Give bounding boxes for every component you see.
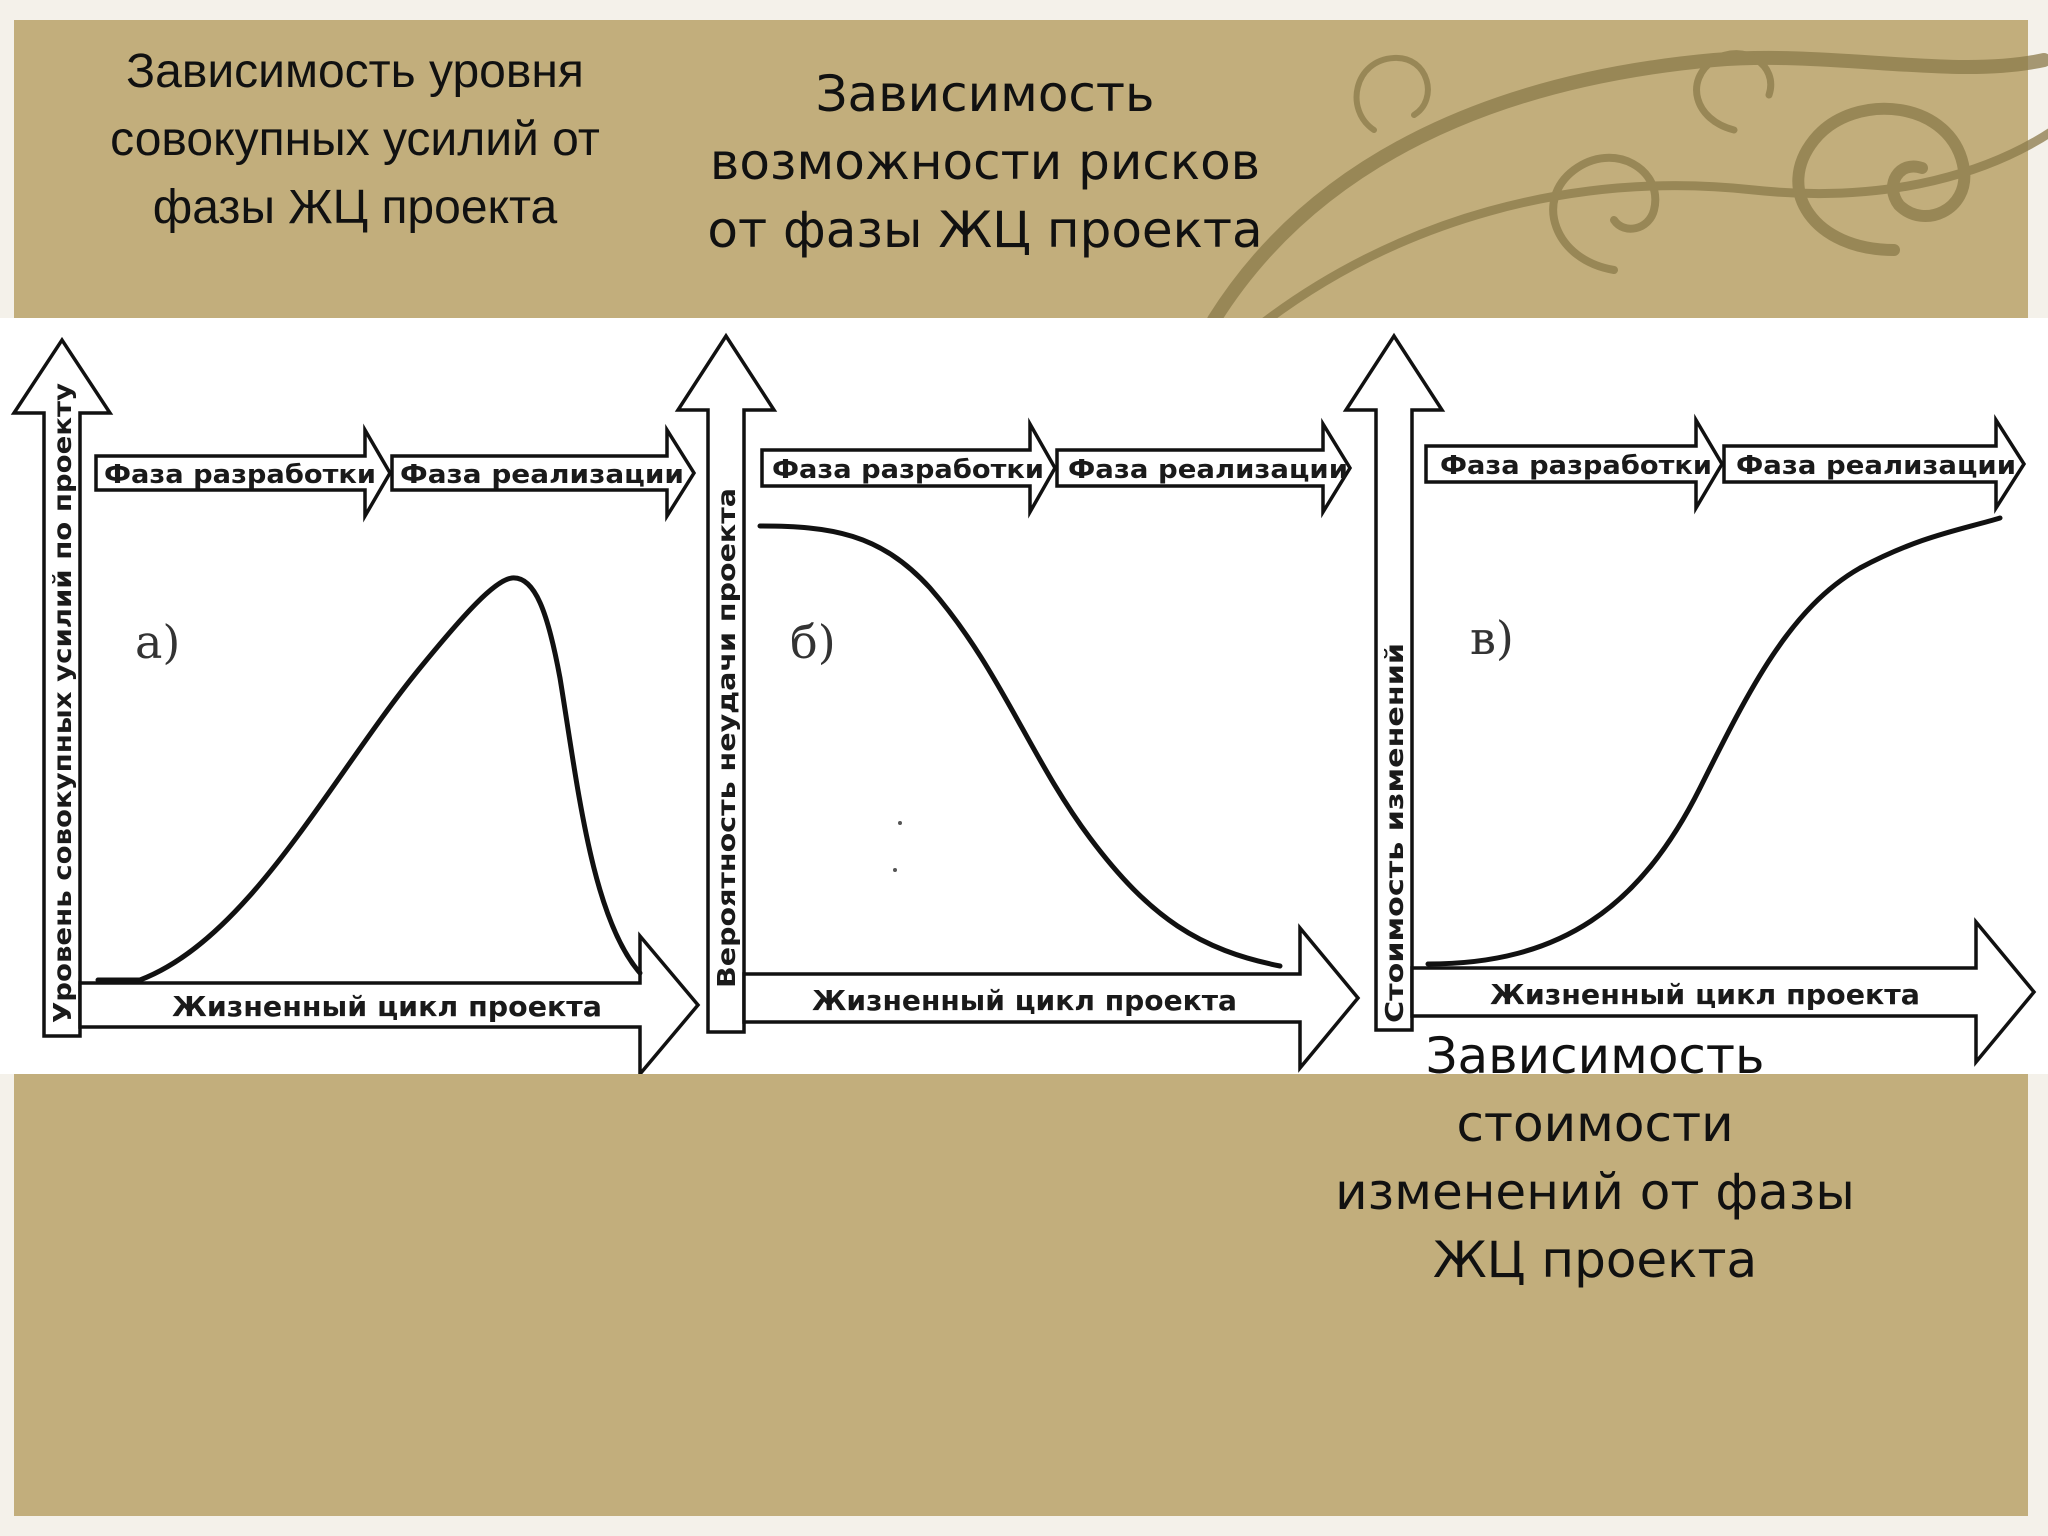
lifecycle-diagrams-figure: Уровень совокупных усилий по проекту Фаз… bbox=[0, 318, 2048, 1079]
caption-line: возможности рисков bbox=[709, 133, 1261, 191]
caption-line: Зависимость уровня bbox=[126, 45, 584, 98]
phase-1-arrow bbox=[1424, 413, 1725, 515]
caption-line: совокупных усилий от bbox=[110, 113, 600, 166]
y-axis-label: Стоимость изменений bbox=[1380, 643, 1409, 1023]
x-axis-label: Жизненный цикл проекта bbox=[812, 984, 1237, 1017]
y-axis-arrow bbox=[674, 332, 778, 1034]
caption-line: от фазы ЖЦ проекта bbox=[707, 201, 1263, 259]
x-axis-label: Жизненный цикл проекта bbox=[1490, 978, 1920, 1011]
y-axis-label: Вероятность неудачи проекта bbox=[712, 488, 741, 988]
x-axis-label: Жизненный цикл проекта bbox=[172, 990, 602, 1023]
y-axis-label: Уровень совокупных усилий по проекту bbox=[48, 383, 77, 1023]
phase-2-label: Фаза реализации bbox=[1736, 451, 2016, 481]
phase-2-arrow bbox=[1722, 413, 2027, 515]
decorative-swirl-ornament bbox=[1207, 50, 2048, 335]
phase-2-arrow bbox=[390, 423, 697, 523]
phase-2-label: Фаза реализации bbox=[1068, 455, 1348, 485]
x-axis-arrow bbox=[1410, 917, 2037, 1067]
lifecycle-diagrams-svg: Уровень совокупных усилий по проекту Фаз… bbox=[10, 332, 2037, 1079]
effort-curve bbox=[95, 575, 643, 983]
scan-speck bbox=[893, 868, 897, 872]
panel-marker: б) bbox=[790, 615, 836, 669]
panel-b: Вероятность неудачи проекта Фаза разрабо… bbox=[674, 332, 1361, 1073]
x-axis-arrow bbox=[742, 923, 1361, 1073]
caption-risk-dependency: Зависимость возможности рисков от фазы Ж… bbox=[680, 60, 1290, 264]
caption-line: фазы ЖЦ проекта bbox=[152, 181, 558, 234]
panel-c: Стоимость изменений Фаза разработки Фаза… bbox=[1342, 332, 2037, 1067]
caption-line: стоимости bbox=[1456, 1095, 1734, 1153]
caption-line: Зависимость bbox=[815, 65, 1155, 123]
panel-marker: в) bbox=[1470, 611, 1514, 665]
phase-1-label: Фаза разработки bbox=[104, 460, 376, 490]
caption-line: изменений от фазы bbox=[1335, 1163, 1855, 1221]
phase-1-arrow bbox=[760, 417, 1058, 519]
phase-1-label: Фаза разработки bbox=[772, 455, 1044, 485]
panel-marker: а) bbox=[135, 615, 180, 669]
phase-2-label: Фаза реализации bbox=[400, 460, 684, 490]
caption-effort-dependency: Зависимость уровня совокупных усилий от … bbox=[50, 38, 660, 242]
scan-speck bbox=[898, 821, 902, 825]
caption-change-cost-dependency: Зависимость стоимости изменений от фазы … bbox=[1300, 1022, 1890, 1294]
y-axis-arrow bbox=[10, 336, 114, 1038]
caption-line: ЖЦ проекта bbox=[1432, 1231, 1758, 1289]
panel-a: Уровень совокупных усилий по проекту Фаз… bbox=[10, 336, 701, 1079]
caption-line: Зависимость bbox=[1425, 1027, 1765, 1085]
phase-1-arrow bbox=[94, 423, 393, 523]
failure-probability-curve bbox=[757, 523, 1283, 969]
phase-1-label: Фаза разработки bbox=[1440, 451, 1712, 481]
y-axis-arrow bbox=[1342, 332, 1446, 1032]
change-cost-curve bbox=[1425, 515, 2003, 967]
phase-2-arrow bbox=[1055, 417, 1353, 519]
